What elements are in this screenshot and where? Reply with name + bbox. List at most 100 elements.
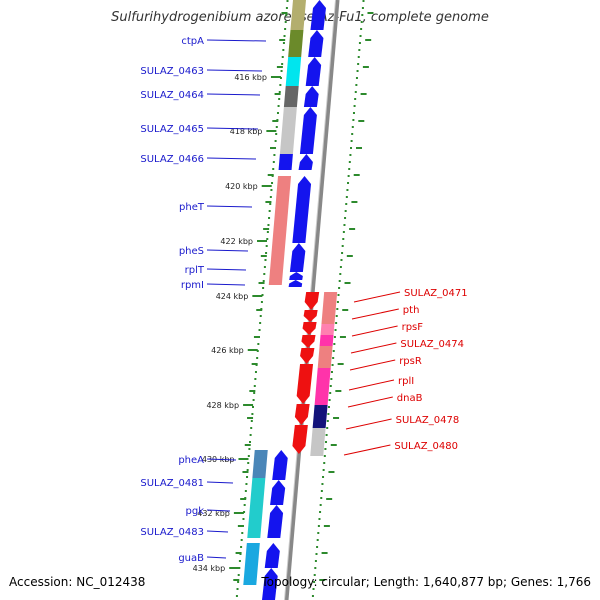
gene-label-leader [206,127,259,130]
gene-label-left: SULAZ_0483 [140,527,204,538]
ruler-dot [240,539,243,541]
ruler-minor-tick [362,66,369,68]
ruler-dot [263,266,266,268]
gene-label-left: SULAZ_0466 [140,154,204,165]
ruler-dot [331,364,334,366]
ruler-dot [344,217,347,219]
gene-label-right: SULAZ_0480 [394,441,458,452]
gene-label-right: SULAZ_0478 [396,415,460,426]
gene-label-leader [206,205,253,208]
gene-label-leader [350,342,397,354]
gene-label-left: pheA [178,455,204,466]
ruler-dot [362,0,365,2]
ruler-dot [339,273,342,275]
cds-plus-arrow [272,450,288,480]
ruler-dot [262,280,265,282]
gene-label-leader [206,283,246,286]
ruler-minor-tick [240,498,247,500]
ruler-dot [247,462,250,464]
cog-band [278,154,293,170]
ruler-dot [240,546,243,548]
cog-band [317,346,333,368]
ruler-major-tick [238,458,249,460]
cds-minus-arrow [303,310,318,322]
ruler-dot [257,343,260,345]
cog-band [320,324,335,335]
cds-plus-arrow [270,480,286,505]
ruler-dot [325,434,328,436]
topology-text: Topology: circular; Length: 1,640,877 bp… [261,575,591,589]
ruler-dot [327,406,330,408]
ruler-minor-tick [244,444,251,446]
ruler-dot [333,343,336,345]
ruler-dot [351,126,354,128]
gene-label-left: SULAZ_0464 [140,90,204,101]
ruler-minor-tick [360,93,367,95]
ruler-dot [275,133,278,135]
ruler-dot [321,483,324,485]
ruler-dot [357,63,360,65]
ruler-dot [237,574,240,576]
ruler-minor-tick [344,282,351,284]
ruler-dot [278,91,281,93]
ruler-dot [238,567,241,569]
ruler-dot [360,21,363,23]
cds-minus-arrow [304,292,320,310]
ruler-dot [273,154,276,156]
ruler-dot [332,357,335,359]
ruler-dot [254,371,257,373]
ruler-minor-tick [328,471,335,473]
ruler-dot [250,420,253,422]
ruler-minor-tick [333,417,340,419]
gene-label-left: pheT [179,202,205,213]
ruler-dot [316,546,319,548]
gene-label-right: SULAZ_0474 [400,339,464,350]
ruler-dot [335,322,338,324]
ruler-dot [252,399,255,401]
ruler-dot [345,196,348,198]
gene-label-left: pgk [186,506,205,517]
ruler-dot [323,462,326,464]
cds-plus-arrow [303,86,319,107]
ruler-major-tick [257,240,268,242]
ruler-dot [244,490,247,492]
ruler-minor-tick [249,390,256,392]
ruler-major-tick [247,349,258,351]
ruler-dot [351,133,354,135]
ruler-dot [269,196,272,198]
cds-minus-arrow [296,364,314,404]
ruler-major-tick [243,404,254,406]
ruler-tick-label: 424 kbp [216,292,249,301]
ruler-dot [340,259,343,261]
cds-plus-arrow [289,243,306,272]
cds-plus-arrow [289,272,303,280]
gene-label-leader [343,444,391,456]
ruler-dot [253,385,256,387]
ruler-dot [352,119,355,121]
ruler-dot [354,91,357,93]
gene-label-leader [206,69,263,72]
ruler-minor-tick [281,12,288,14]
ruler-dot [354,98,357,100]
ruler-major-tick [266,130,277,132]
ruler-dot [322,469,325,471]
ruler-dot [347,175,350,177]
ruler-dot [263,273,266,275]
cog-band [243,543,260,585]
ruler-dot [326,420,329,422]
ruler-dot [284,21,287,23]
cds-plus-arrow [298,154,313,170]
ruler-minor-tick [260,255,267,257]
ruler-dot [275,126,278,128]
gene-label-leader [206,458,237,461]
cog-band [314,368,331,405]
gene-label-left: SULAZ_0465 [140,124,204,135]
ruler-dot [320,497,323,499]
ruler-dot [274,140,277,142]
ruler-dot [343,224,346,226]
ruler-dot [346,189,349,191]
ruler-minor-tick [242,471,249,473]
ruler-dot [265,245,268,247]
ruler-dot [330,378,333,380]
ruler-dot [276,112,279,114]
